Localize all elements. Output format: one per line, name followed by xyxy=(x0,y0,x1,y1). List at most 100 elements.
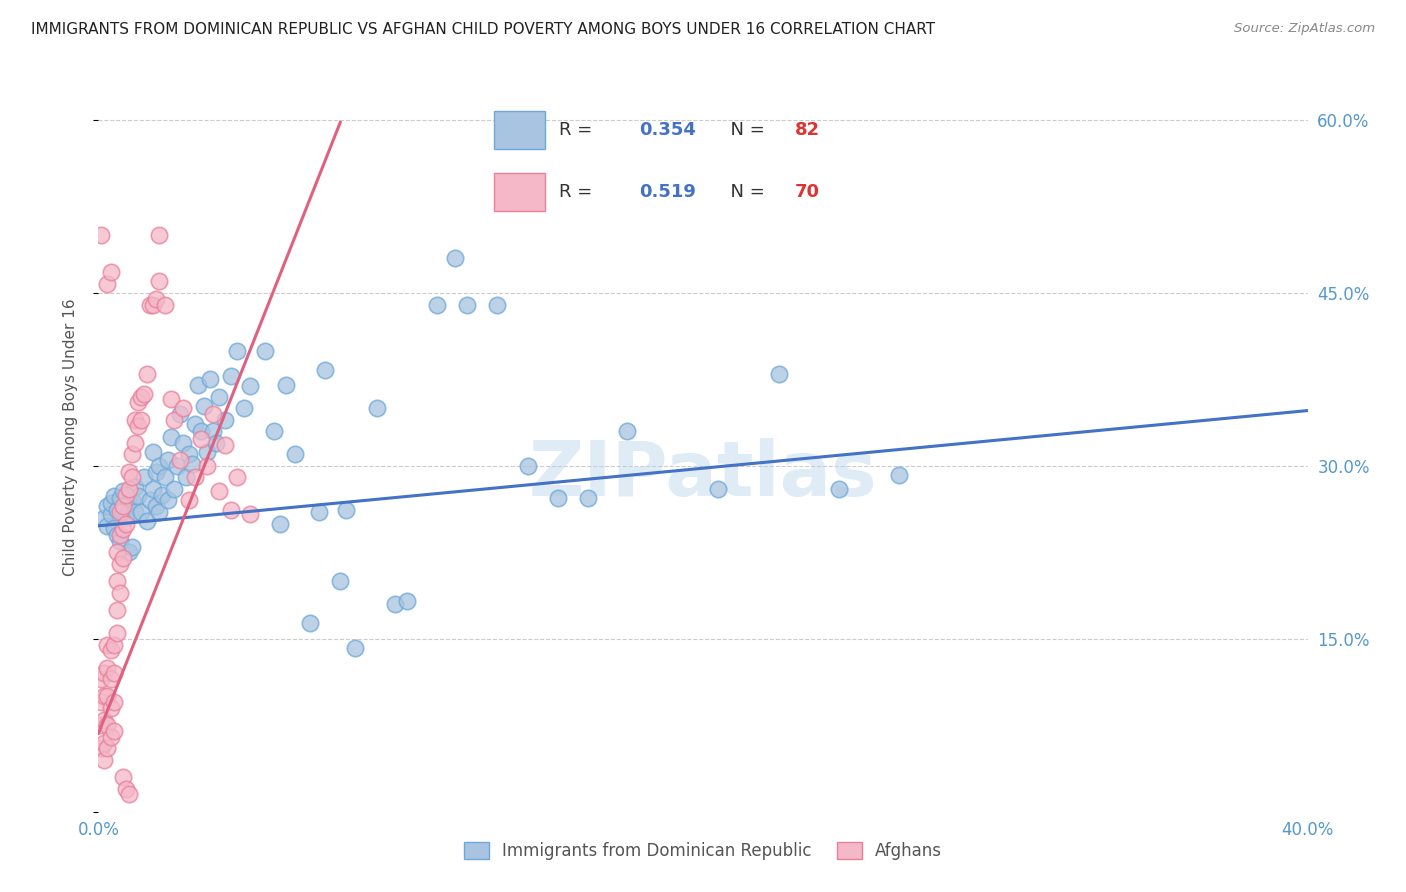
Point xyxy=(707,482,730,496)
Point xyxy=(239,379,262,393)
Point xyxy=(200,372,222,386)
Point xyxy=(284,447,307,461)
Point xyxy=(105,603,128,617)
Point xyxy=(214,438,236,452)
Point xyxy=(105,528,128,542)
Point xyxy=(100,265,122,279)
Point xyxy=(226,470,249,484)
Point xyxy=(139,493,162,508)
Point xyxy=(124,435,146,450)
Point xyxy=(108,585,131,599)
Point xyxy=(156,493,179,508)
Point xyxy=(90,672,112,686)
Point xyxy=(263,425,285,439)
Legend: Immigrants from Dominican Republic, Afghans: Immigrants from Dominican Republic, Afgh… xyxy=(457,836,949,867)
Point xyxy=(111,522,134,536)
Point xyxy=(308,505,330,519)
Point xyxy=(366,401,388,416)
Point xyxy=(103,521,125,535)
Point xyxy=(148,275,170,289)
Point xyxy=(889,468,911,483)
Point xyxy=(616,425,638,439)
Point xyxy=(314,363,336,377)
Point xyxy=(172,435,194,450)
Point xyxy=(195,458,218,473)
Point xyxy=(127,489,149,503)
Point xyxy=(93,753,115,767)
Text: IMMIGRANTS FROM DOMINICAN REPUBLIC VS AFGHAN CHILD POVERTY AMONG BOYS UNDER 16 C: IMMIGRANTS FROM DOMINICAN REPUBLIC VS AF… xyxy=(31,22,935,37)
Point xyxy=(516,458,538,473)
Point xyxy=(108,491,131,505)
Point xyxy=(111,484,134,499)
Point xyxy=(100,730,122,744)
Point xyxy=(208,484,231,499)
Point xyxy=(114,781,136,796)
Point xyxy=(187,378,209,392)
Point xyxy=(103,666,125,681)
Point xyxy=(145,465,167,479)
Point xyxy=(153,470,176,484)
Point xyxy=(100,643,122,657)
Point xyxy=(135,367,157,381)
Point xyxy=(100,701,122,715)
Point xyxy=(121,493,143,508)
Point xyxy=(395,594,418,608)
Point xyxy=(169,407,191,421)
Point xyxy=(269,516,291,531)
Point xyxy=(169,453,191,467)
Point xyxy=(132,470,155,484)
Point xyxy=(150,488,173,502)
Point xyxy=(547,491,569,505)
Point xyxy=(118,496,141,510)
Point xyxy=(145,292,167,306)
Point xyxy=(93,510,115,524)
Point xyxy=(253,343,276,358)
Point xyxy=(93,666,115,681)
Point xyxy=(166,458,188,473)
Point xyxy=(274,378,297,392)
Point xyxy=(93,735,115,749)
Point xyxy=(444,252,467,266)
Point xyxy=(205,435,228,450)
Point xyxy=(148,458,170,473)
Point xyxy=(148,505,170,519)
Point xyxy=(184,417,207,432)
Point xyxy=(181,457,204,471)
Point xyxy=(105,502,128,516)
Point xyxy=(118,545,141,559)
Point xyxy=(142,482,165,496)
Point xyxy=(93,713,115,727)
Point xyxy=(90,718,112,732)
Point xyxy=(114,509,136,524)
Point xyxy=(426,297,449,311)
Point xyxy=(174,470,197,484)
Point xyxy=(105,574,128,589)
Point xyxy=(100,508,122,522)
Point xyxy=(108,557,131,571)
Point xyxy=(96,718,118,732)
Point xyxy=(139,297,162,311)
Point xyxy=(135,514,157,528)
Y-axis label: Child Poverty Among Boys Under 16: Child Poverty Among Boys Under 16 xyxy=(63,298,77,576)
Point xyxy=(172,401,194,416)
Point xyxy=(96,500,118,514)
Point xyxy=(486,297,509,311)
Point xyxy=(160,392,183,406)
Point xyxy=(108,528,131,542)
Point xyxy=(100,672,122,686)
Point xyxy=(124,413,146,427)
Point xyxy=(127,395,149,409)
Point xyxy=(208,390,231,404)
Point xyxy=(179,493,201,508)
Point xyxy=(108,533,131,548)
Point xyxy=(153,297,176,311)
Point xyxy=(90,228,112,243)
Point xyxy=(456,297,478,311)
Point xyxy=(129,413,152,427)
Point xyxy=(129,505,152,519)
Point xyxy=(335,502,357,516)
Point xyxy=(111,500,134,514)
Point xyxy=(384,597,406,611)
Point xyxy=(163,482,186,496)
Point xyxy=(105,626,128,640)
